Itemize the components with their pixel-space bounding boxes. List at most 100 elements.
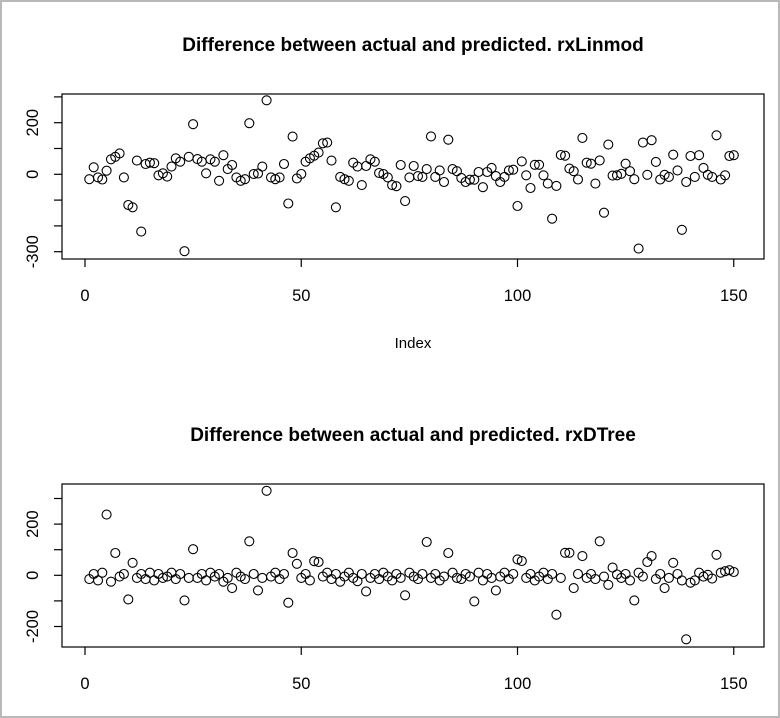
data-point [469,174,480,185]
data-point [430,171,441,182]
data-point [547,213,558,224]
data-point [183,151,194,162]
y-tick-label: 0 [24,170,42,179]
data-point [711,130,722,141]
data-point [101,165,112,176]
data-point [209,156,220,167]
data-point [464,174,475,185]
data-point [668,149,679,160]
data-point [555,572,566,583]
data-point [400,590,411,601]
y-tick-label: 200 [24,109,42,137]
data-point [309,556,320,567]
data-point [624,575,636,586]
data-point [577,551,588,562]
data-point [560,150,571,161]
data-point [261,95,272,106]
data-point [201,575,212,586]
data-point [248,568,259,580]
data-point [188,544,199,555]
data-point [252,585,264,596]
data-point [672,568,683,580]
data-point [417,568,428,580]
data-point [434,165,445,176]
data-point [663,171,674,182]
y-tick-label: 200 [24,510,42,538]
data-point [361,586,372,597]
data-point [179,246,190,257]
data-point [235,175,246,186]
data-point [642,169,653,180]
data-point [404,172,415,183]
data-point [611,170,623,181]
x-tick-label: 150 [720,287,748,305]
data-point [685,150,696,162]
data-point [188,119,199,130]
data-point [581,157,592,168]
data-point [572,568,584,580]
x-tick-label: 150 [720,675,748,693]
x-tick-label: 0 [80,675,89,693]
data-point [248,168,259,180]
data-point [352,576,363,587]
data-point [278,158,290,170]
data-point [421,164,432,175]
data-point [637,571,648,582]
data-point [728,150,739,161]
data-point [663,572,674,583]
data-point [551,180,562,191]
data-point [157,572,168,583]
data-point [594,536,605,547]
data-point [179,595,190,606]
data-point [166,161,177,172]
data-point [585,158,597,169]
data-point [451,572,462,583]
data-point [724,150,735,162]
data-point [244,118,255,129]
data-point [382,172,393,183]
data-point [92,575,104,586]
data-point [508,164,519,175]
data-point [313,556,324,568]
data-point [555,149,566,161]
data-point [720,170,731,181]
data-point [343,175,354,186]
data-point [110,547,121,559]
data-point [512,200,523,212]
data-point [534,159,545,170]
data-point [105,576,117,587]
data-point [646,551,657,562]
data-point [408,160,419,172]
data-point [313,147,324,158]
y-tick-label: -300 [24,235,42,268]
data-point [568,166,579,177]
data-point [339,174,350,185]
data-point [711,549,722,560]
data-point [330,202,341,213]
data-point [400,196,411,207]
data-point [477,182,488,193]
data-point [529,159,540,170]
data-point [659,583,670,594]
data-point [637,137,648,148]
x-tick-label: 0 [80,287,89,305]
chart-title-rxlinmod: Difference between actual and predicted.… [182,35,644,56]
data-point [707,573,718,584]
data-point [257,161,268,172]
data-point [283,198,294,209]
data-point [131,155,142,166]
data-point [114,148,125,159]
data-point [642,556,653,568]
data-point [503,165,514,176]
data-point [633,243,644,254]
data-point [629,174,640,185]
data-point [417,171,428,182]
data-point [598,207,610,218]
data-point [490,171,501,182]
data-point [287,547,298,559]
data-point [214,568,225,580]
data-point [127,557,138,568]
data-point [594,155,605,166]
